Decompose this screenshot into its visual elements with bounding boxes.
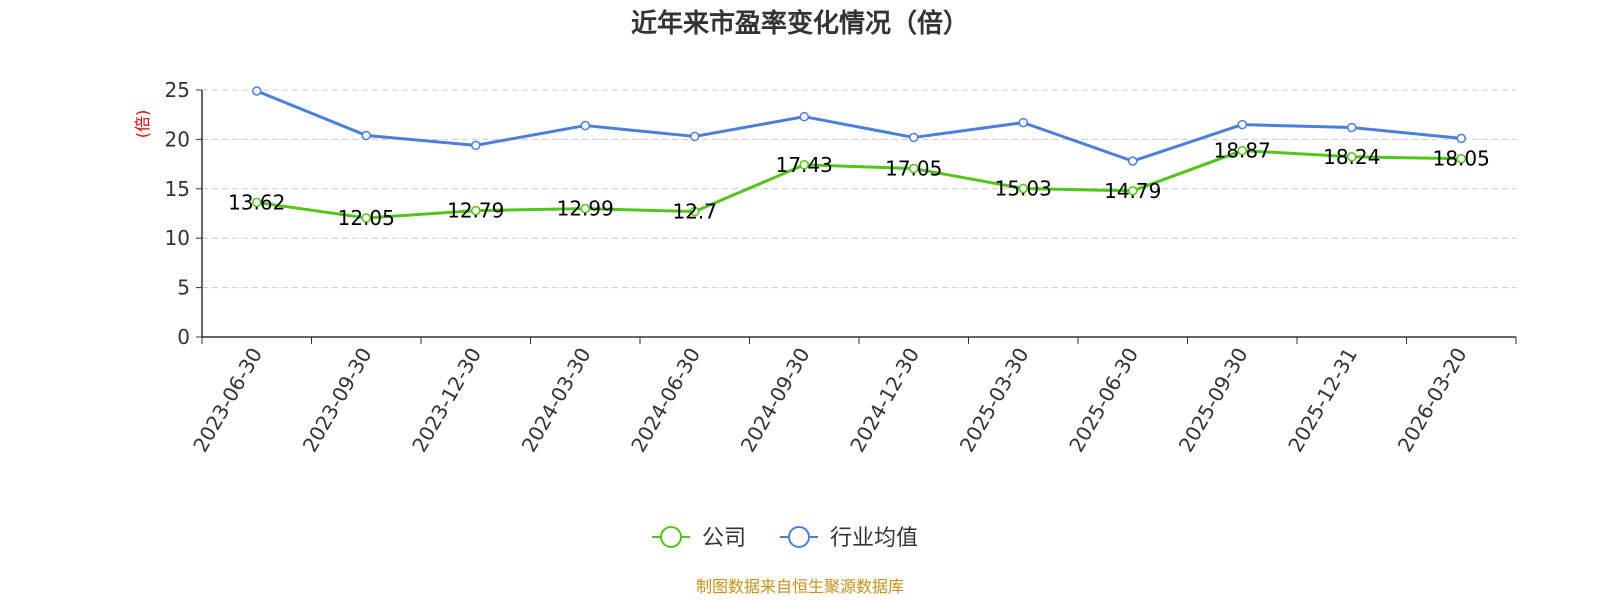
data-point (1128, 186, 1138, 196)
data-point (252, 86, 262, 96)
data-point (1456, 133, 1466, 144)
y-tick-label: 10 (165, 226, 190, 250)
source-note: 制图数据来自恒生聚源数据库 (696, 577, 904, 596)
data-point (690, 131, 700, 142)
data-point (580, 203, 590, 214)
y-axis-unit-label: (倍) (133, 110, 152, 139)
y-tick-label: 5 (177, 276, 190, 300)
y-tick-label: 15 (165, 177, 190, 201)
data-point (1128, 156, 1138, 166)
legend[interactable]: 公司 行业均值 (652, 526, 918, 551)
data-point (471, 205, 481, 216)
data-label: 12.05 (338, 206, 395, 230)
y-axis-ticks: 0 5 10 15 20 25 (165, 78, 190, 349)
x-tick-label: 2024-09-30 (736, 344, 815, 457)
data-label: 17.43 (776, 153, 833, 177)
data-label: 12.7 (672, 200, 717, 224)
data-point (471, 140, 481, 151)
data-point (252, 197, 262, 208)
series-lines (252, 86, 1466, 223)
x-tick-label: 2025-03-30 (955, 344, 1034, 457)
x-tick-label: 2023-12-30 (407, 344, 486, 457)
data-point (690, 206, 700, 217)
x-tick-label: 2023-09-30 (298, 344, 377, 457)
data-point (580, 120, 590, 131)
x-tick-label: 2023-06-30 (188, 344, 267, 457)
data-point (361, 213, 371, 223)
data-label: 12.79 (447, 199, 504, 223)
legend-marker (660, 526, 682, 548)
data-label: 13.62 (228, 190, 285, 214)
data-label: 18.24 (1323, 145, 1380, 169)
data-point (361, 130, 371, 141)
axes (196, 89, 1517, 344)
data-point (1018, 183, 1028, 194)
y-tick-label: 25 (165, 78, 190, 102)
data-label: 18.87 (1214, 139, 1271, 163)
data-labels: 13.62 12.05 12.79 12.99 12.7 17.43 17.05 15.03 1… (228, 139, 1490, 230)
series-line (256, 89, 1462, 163)
data-point (1347, 122, 1357, 133)
data-label: 12.99 (557, 197, 614, 221)
grid-lines (202, 89, 1516, 289)
x-axis-ticks: 2023-06-30 2023-09-30 2023-12-30 2024-03-30… (188, 344, 1471, 457)
x-tick-label: 2024-03-30 (517, 344, 596, 457)
x-tick-label: 2026-03-20 (1393, 344, 1472, 457)
data-point (799, 111, 809, 122)
data-point (1347, 152, 1357, 162)
data-point (909, 163, 919, 174)
legend-marker (788, 526, 810, 548)
data-point (1456, 153, 1466, 164)
data-point (1237, 145, 1247, 156)
data-label: 15.03 (995, 177, 1052, 201)
data-point (799, 160, 809, 170)
data-point (1018, 117, 1028, 128)
data-point (1237, 119, 1247, 130)
x-tick-label: 2025-06-30 (1064, 344, 1143, 457)
data-label: 17.05 (885, 157, 942, 181)
x-tick-label: 2024-06-30 (626, 344, 705, 457)
chart-title: 近年来市盈率变化情况（倍） (631, 8, 969, 39)
series-line (256, 149, 1462, 220)
data-label: 18.05 (1433, 147, 1490, 171)
data-point (909, 132, 919, 143)
x-tick-label: 2025-12-31 (1283, 344, 1362, 457)
y-tick-label: 20 (165, 127, 190, 151)
x-tick-label: 2024-12-30 (845, 344, 924, 457)
data-label: 14.79 (1104, 179, 1161, 203)
legend-label: 公司 (702, 526, 746, 551)
legend-label: 行业均值 (830, 526, 918, 551)
x-tick-label: 2025-09-30 (1174, 344, 1253, 457)
y-tick-label: 0 (177, 325, 190, 349)
